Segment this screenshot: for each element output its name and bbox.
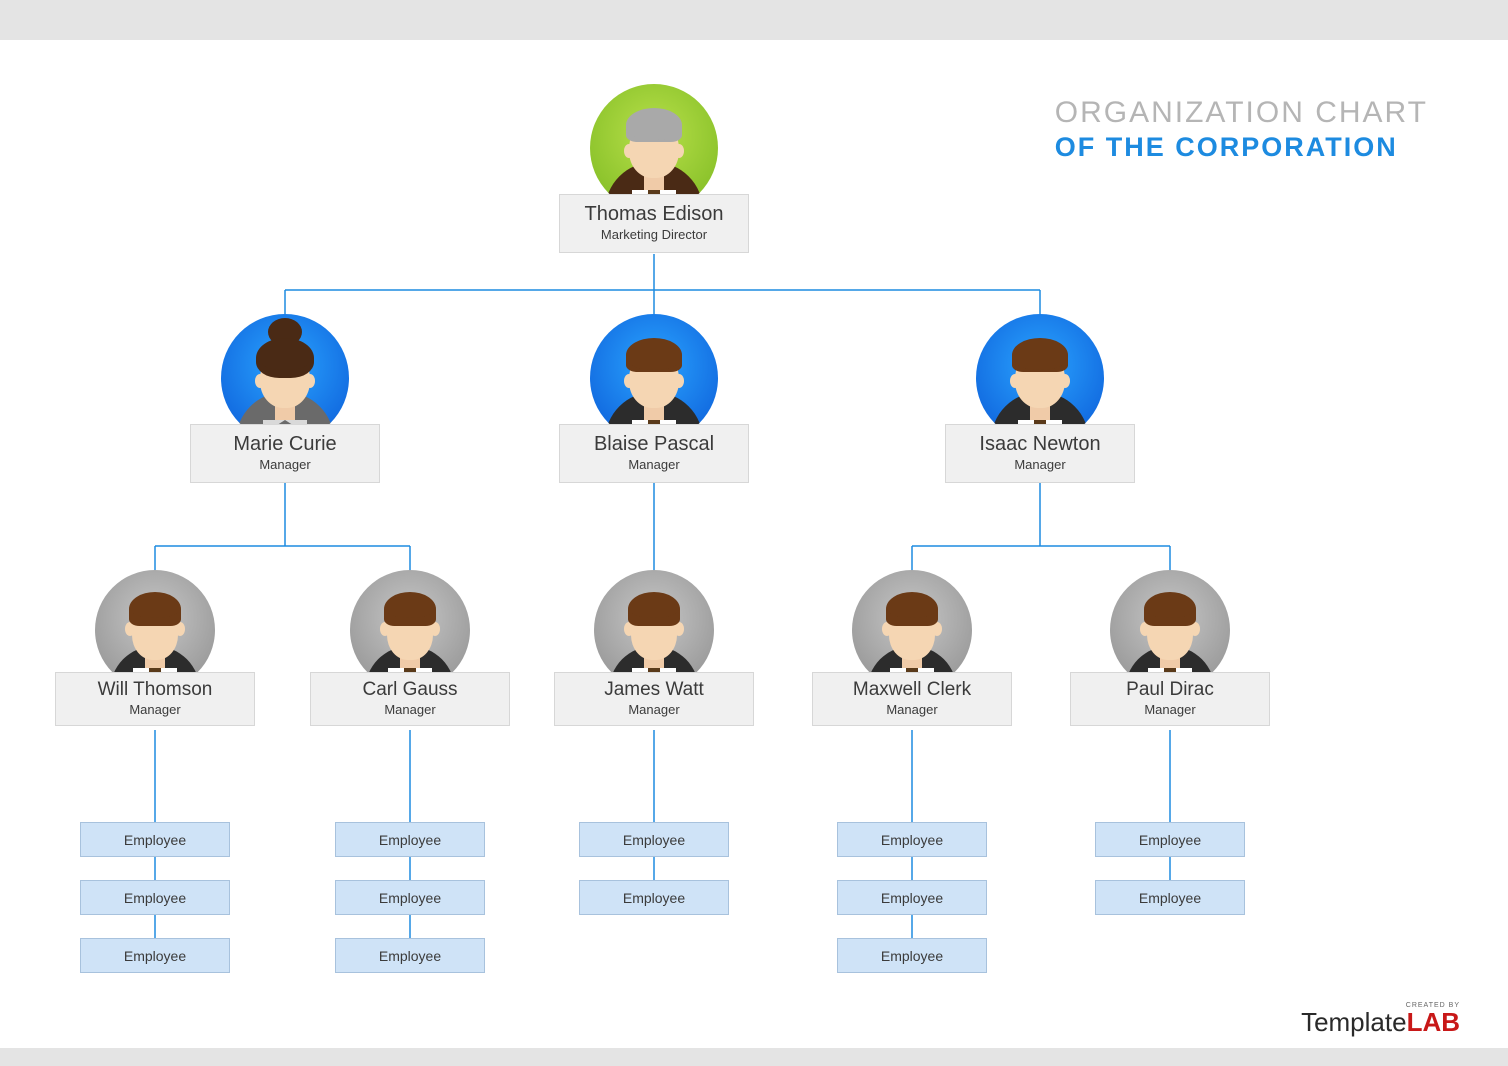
node-name: Carl Gauss <box>323 679 497 701</box>
node-role: Manager <box>574 457 734 472</box>
avatar-m2 <box>590 314 718 442</box>
chart-canvas: ORGANIZATION CHART OF THE CORPORATION Th… <box>0 40 1508 1048</box>
org-node-m3: Isaac Newton Manager <box>945 314 1135 483</box>
employee-box-e1-2: Employee <box>80 880 230 915</box>
avatar-m1 <box>221 314 349 442</box>
org-node-root: Thomas Edison Marketing Director <box>559 84 749 253</box>
node-label-box: Maxwell Clerk Manager <box>812 672 1012 726</box>
node-name: Paul Dirac <box>1083 679 1257 701</box>
employee-box-e4-2: Employee <box>837 880 987 915</box>
avatar-m3 <box>976 314 1104 442</box>
node-label-box: Marie Curie Manager <box>190 424 380 483</box>
employee-box-e1-3: Employee <box>80 938 230 973</box>
node-name: Marie Curie <box>205 433 365 456</box>
bottom-bar <box>0 1048 1508 1066</box>
brand-templatelab: CREATED BY TemplateLAB <box>1301 1002 1460 1038</box>
node-name: Will Thomson <box>68 679 242 701</box>
employee-box-e4-3: Employee <box>837 938 987 973</box>
employee-box-e2-3: Employee <box>335 938 485 973</box>
node-role: Manager <box>825 702 999 717</box>
org-node-e4: Maxwell Clerk Manager <box>812 570 1012 726</box>
heading-line-1: ORGANIZATION CHART <box>1055 96 1428 130</box>
top-bar <box>0 0 1508 40</box>
employee-box-e2-2: Employee <box>335 880 485 915</box>
org-node-e5: Paul Dirac Manager <box>1070 570 1270 726</box>
employee-box-e2-1: Employee <box>335 822 485 857</box>
brand-word-template: Template <box>1301 1007 1407 1037</box>
employee-box-e3-1: Employee <box>579 822 729 857</box>
org-node-e1: Will Thomson Manager <box>55 570 255 726</box>
org-node-m1: Marie Curie Manager <box>190 314 380 483</box>
org-node-e2: Carl Gauss Manager <box>310 570 510 726</box>
node-role: Manager <box>1083 702 1257 717</box>
chart-heading: ORGANIZATION CHART OF THE CORPORATION <box>1055 96 1428 163</box>
node-name: Maxwell Clerk <box>825 679 999 701</box>
node-role: Manager <box>960 457 1120 472</box>
node-label-box: Carl Gauss Manager <box>310 672 510 726</box>
avatar-root <box>590 84 718 212</box>
node-label-box: Paul Dirac Manager <box>1070 672 1270 726</box>
node-label-box: Will Thomson Manager <box>55 672 255 726</box>
node-label-box: Thomas Edison Marketing Director <box>559 194 749 253</box>
node-role: Manager <box>205 457 365 472</box>
node-role: Manager <box>323 702 497 717</box>
node-role: Manager <box>68 702 242 717</box>
node-role: Manager <box>567 702 741 717</box>
heading-line-2: OF THE CORPORATION <box>1055 132 1428 163</box>
employee-box-e1-1: Employee <box>80 822 230 857</box>
node-label-box: James Watt Manager <box>554 672 754 726</box>
node-role: Marketing Director <box>574 227 734 242</box>
node-label-box: Blaise Pascal Manager <box>559 424 749 483</box>
node-label-box: Isaac Newton Manager <box>945 424 1135 483</box>
node-name: James Watt <box>567 679 741 701</box>
employee-box-e3-2: Employee <box>579 880 729 915</box>
node-name: Blaise Pascal <box>574 433 734 456</box>
employee-box-e4-1: Employee <box>837 822 987 857</box>
node-name: Thomas Edison <box>574 203 734 226</box>
employee-box-e5-1: Employee <box>1095 822 1245 857</box>
brand-word-lab: LAB <box>1407 1007 1460 1037</box>
org-node-e3: James Watt Manager <box>554 570 754 726</box>
node-name: Isaac Newton <box>960 433 1120 456</box>
employee-box-e5-2: Employee <box>1095 880 1245 915</box>
org-node-m2: Blaise Pascal Manager <box>559 314 749 483</box>
